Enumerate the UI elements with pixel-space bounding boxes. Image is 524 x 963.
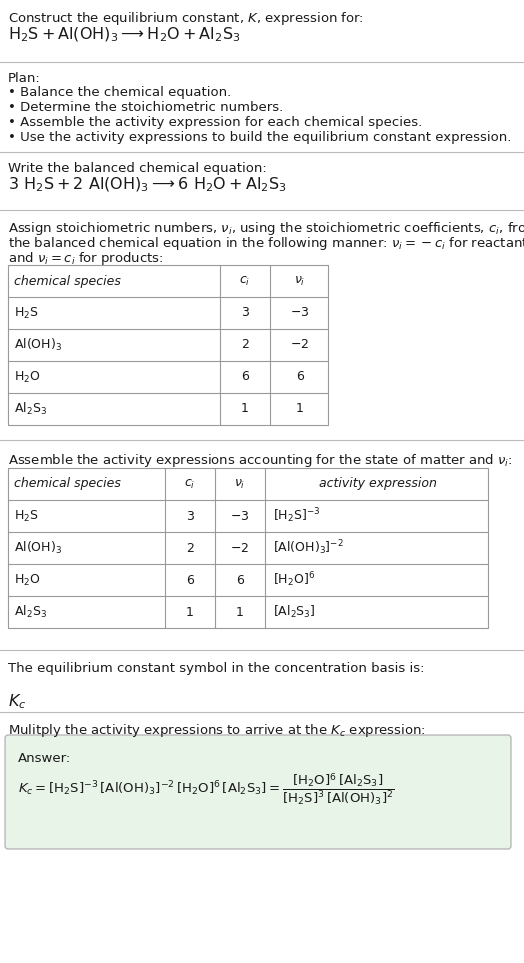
Text: $\nu_i$: $\nu_i$ — [294, 274, 305, 288]
Text: 6: 6 — [241, 371, 249, 383]
Text: $[\mathrm{H_2O}]^{6}$: $[\mathrm{H_2O}]^{6}$ — [273, 571, 315, 589]
Text: Assemble the activity expressions accounting for the state of matter and $\nu_i$: Assemble the activity expressions accoun… — [8, 452, 512, 469]
Text: $\mathrm{H_2S}$: $\mathrm{H_2S}$ — [14, 305, 39, 321]
Text: $K_c = [\mathrm{H_2S}]^{-3}\,[\mathrm{Al(OH)_3}]^{-2}\,[\mathrm{H_2O}]^{6}\,[\ma: $K_c = [\mathrm{H_2S}]^{-3}\,[\mathrm{Al… — [18, 772, 395, 808]
Text: $\mathrm{3\ H_2S + 2\ Al(OH)_3 \longrightarrow 6\ H_2O + Al_2S_3}$: $\mathrm{3\ H_2S + 2\ Al(OH)_3 \longrigh… — [8, 176, 287, 195]
Bar — [8, 265, 328, 425]
Text: 6: 6 — [236, 574, 244, 586]
Bar — [8, 468, 488, 628]
Text: 2: 2 — [241, 339, 249, 351]
Text: $\mathrm{H_2S + Al(OH)_3 \longrightarrow H_2O + Al_2S_3}$: $\mathrm{H_2S + Al(OH)_3 \longrightarrow… — [8, 26, 241, 44]
Text: • Determine the stoichiometric numbers.: • Determine the stoichiometric numbers. — [8, 101, 283, 114]
Text: • Use the activity expressions to build the equilibrium constant expression.: • Use the activity expressions to build … — [8, 131, 511, 144]
Text: $-3$: $-3$ — [290, 306, 310, 320]
Text: $[\mathrm{Al_2S_3}]$: $[\mathrm{Al_2S_3}]$ — [273, 604, 316, 620]
Text: The equilibrium constant symbol in the concentration basis is:: The equilibrium constant symbol in the c… — [8, 662, 424, 675]
Text: $c_i$: $c_i$ — [239, 274, 250, 288]
Text: $\mathrm{Al_2S_3}$: $\mathrm{Al_2S_3}$ — [14, 604, 47, 620]
Text: Write the balanced chemical equation:: Write the balanced chemical equation: — [8, 162, 267, 175]
Text: 1: 1 — [296, 403, 304, 415]
Text: 1: 1 — [186, 606, 194, 618]
Text: 1: 1 — [236, 606, 244, 618]
Text: 1: 1 — [241, 403, 249, 415]
Text: Answer:: Answer: — [18, 752, 71, 765]
Text: Mulitply the activity expressions to arrive at the $K_c$ expression:: Mulitply the activity expressions to arr… — [8, 722, 426, 739]
Text: $\mathrm{Al(OH)_3}$: $\mathrm{Al(OH)_3}$ — [14, 337, 62, 353]
Text: $[\mathrm{Al(OH)_3}]^{-2}$: $[\mathrm{Al(OH)_3}]^{-2}$ — [273, 538, 344, 558]
Text: $c_i$: $c_i$ — [184, 478, 195, 490]
Text: 6: 6 — [296, 371, 304, 383]
Text: chemical species: chemical species — [14, 274, 121, 288]
Text: Construct the equilibrium constant, $K$, expression for:: Construct the equilibrium constant, $K$,… — [8, 10, 364, 27]
Text: $\mathrm{H_2O}$: $\mathrm{H_2O}$ — [14, 572, 40, 587]
Text: • Balance the chemical equation.: • Balance the chemical equation. — [8, 86, 231, 99]
Text: and $\nu_i = c_i$ for products:: and $\nu_i = c_i$ for products: — [8, 250, 163, 267]
Text: activity expression: activity expression — [319, 478, 436, 490]
Text: $\nu_i$: $\nu_i$ — [234, 478, 246, 490]
Text: $\mathrm{H_2O}$: $\mathrm{H_2O}$ — [14, 370, 40, 384]
Text: $-2$: $-2$ — [231, 541, 249, 555]
Text: $-2$: $-2$ — [290, 339, 310, 351]
Text: the balanced chemical equation in the following manner: $\nu_i = -c_i$ for react: the balanced chemical equation in the fo… — [8, 235, 524, 252]
Text: $K_c$: $K_c$ — [8, 692, 26, 711]
Text: chemical species: chemical species — [14, 478, 121, 490]
Text: $[\mathrm{H_2S}]^{-3}$: $[\mathrm{H_2S}]^{-3}$ — [273, 507, 321, 526]
Text: $\mathrm{Al_2S_3}$: $\mathrm{Al_2S_3}$ — [14, 401, 47, 417]
Text: $\mathrm{Al(OH)_3}$: $\mathrm{Al(OH)_3}$ — [14, 540, 62, 556]
Text: • Assemble the activity expression for each chemical species.: • Assemble the activity expression for e… — [8, 116, 422, 129]
Text: 3: 3 — [186, 509, 194, 523]
Text: 6: 6 — [186, 574, 194, 586]
Text: 2: 2 — [186, 541, 194, 555]
Text: $-3$: $-3$ — [230, 509, 250, 523]
Text: Plan:: Plan: — [8, 72, 41, 85]
FancyBboxPatch shape — [5, 735, 511, 849]
Text: $\mathrm{H_2S}$: $\mathrm{H_2S}$ — [14, 508, 39, 524]
Text: Assign stoichiometric numbers, $\nu_i$, using the stoichiometric coefficients, $: Assign stoichiometric numbers, $\nu_i$, … — [8, 220, 524, 237]
Text: 3: 3 — [241, 306, 249, 320]
